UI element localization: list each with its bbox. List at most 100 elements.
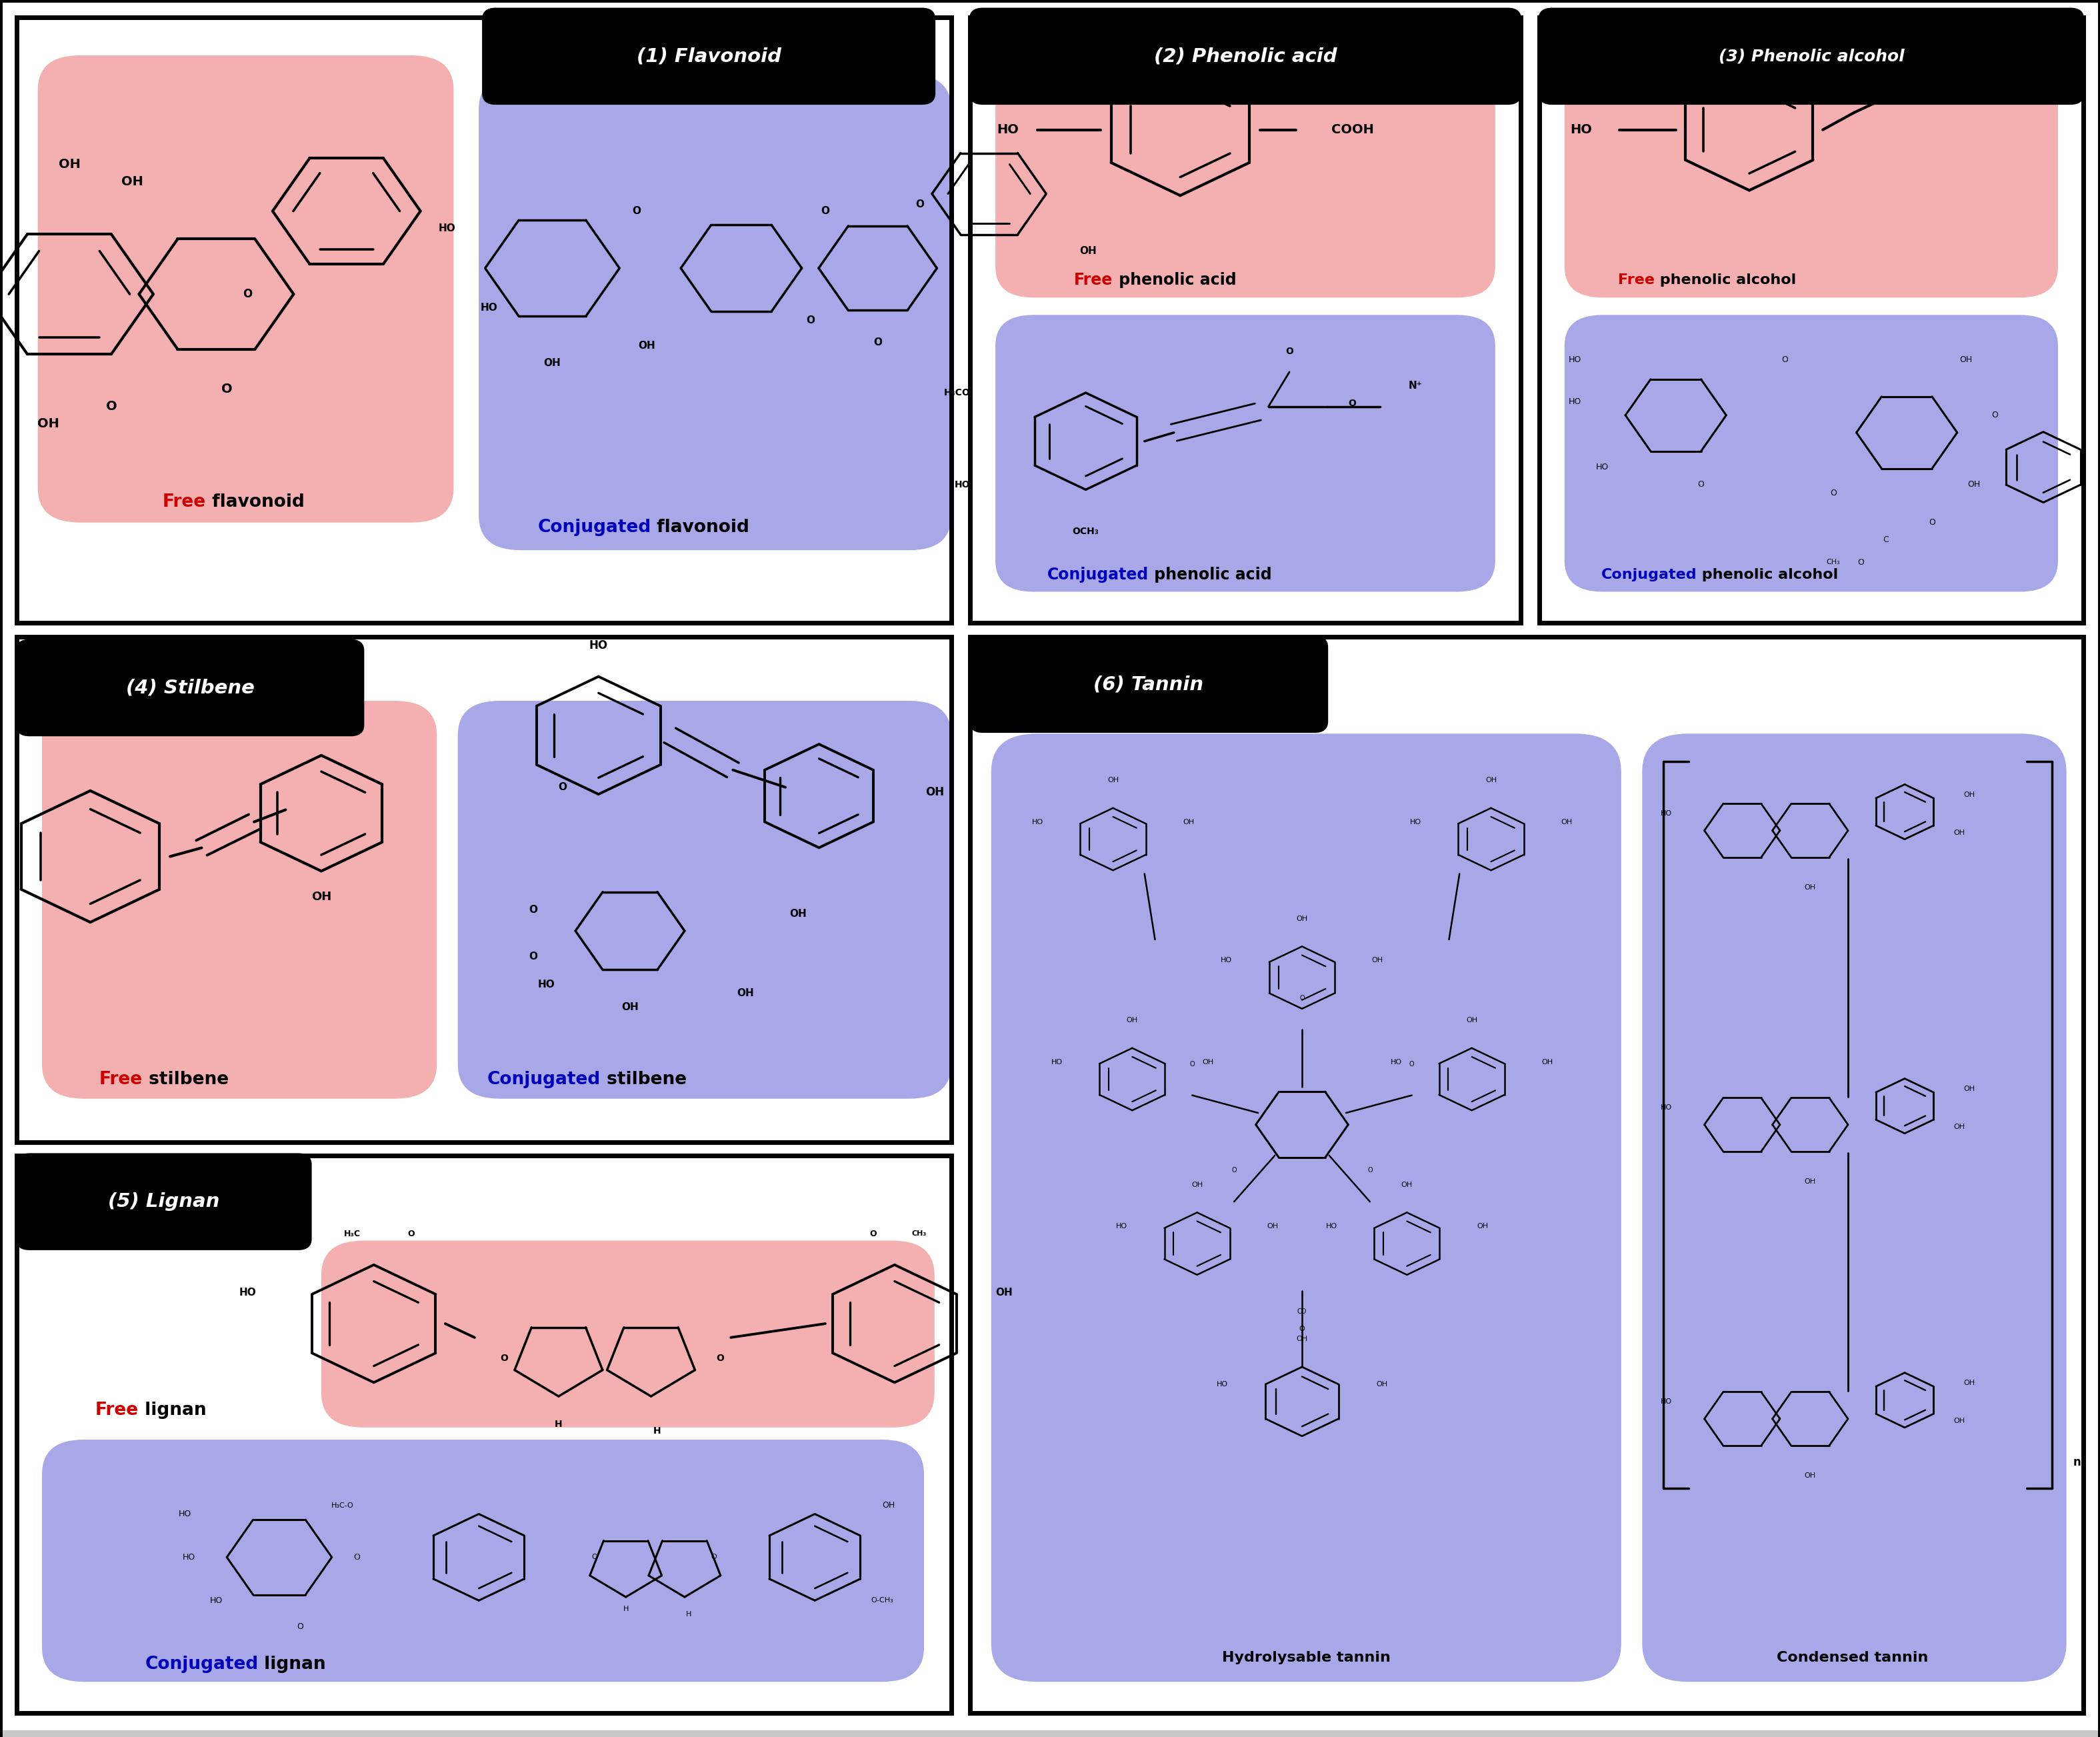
Text: Free: Free xyxy=(162,493,206,511)
Text: O: O xyxy=(1285,347,1294,356)
Text: lignan: lignan xyxy=(139,1402,206,1419)
Text: OH: OH xyxy=(1485,776,1497,783)
Text: HO: HO xyxy=(1569,398,1581,406)
Text: phenolic acid: phenolic acid xyxy=(1149,566,1273,582)
Text: stilbene: stilbene xyxy=(143,1072,229,1089)
Text: OH: OH xyxy=(1968,479,1980,488)
Text: Free: Free xyxy=(99,1072,143,1089)
Bar xyxy=(17,637,951,1141)
Text: O: O xyxy=(296,1622,304,1631)
Text: Conjugated: Conjugated xyxy=(1048,566,1149,582)
Text: flavonoid: flavonoid xyxy=(651,519,750,537)
Text: O: O xyxy=(1991,412,1999,420)
Text: H₃C-O: H₃C-O xyxy=(332,1503,353,1509)
Text: O: O xyxy=(1829,488,1838,497)
Text: O: O xyxy=(716,1353,724,1364)
Text: O: O xyxy=(529,905,538,915)
Text: CH₃: CH₃ xyxy=(911,1230,926,1237)
Text: COOH: COOH xyxy=(1331,123,1373,135)
Text: OH: OH xyxy=(1476,1223,1489,1230)
Text: O: O xyxy=(1367,1167,1373,1174)
Text: OH: OH xyxy=(1964,1086,1976,1093)
Text: HO: HO xyxy=(1569,356,1581,365)
Text: OH: OH xyxy=(1296,915,1308,922)
Bar xyxy=(17,17,951,624)
Text: OH: OH xyxy=(790,908,806,919)
Text: OH: OH xyxy=(1964,790,1976,797)
Text: CH₃: CH₃ xyxy=(1827,559,1840,566)
Text: OH: OH xyxy=(59,158,80,170)
Text: O: O xyxy=(874,337,882,347)
Text: O: O xyxy=(244,288,252,301)
Text: OH: OH xyxy=(1296,1336,1308,1343)
Text: OH: OH xyxy=(1964,1379,1976,1386)
Text: OH: OH xyxy=(122,175,143,188)
Text: HO: HO xyxy=(210,1596,223,1605)
Text: HO: HO xyxy=(1409,818,1422,825)
Text: OH: OH xyxy=(1126,1018,1138,1023)
Text: OH: OH xyxy=(1201,1058,1214,1065)
Bar xyxy=(17,1155,951,1713)
FancyBboxPatch shape xyxy=(483,9,934,104)
Text: OH: OH xyxy=(737,988,754,999)
Text: OH: OH xyxy=(1371,957,1384,964)
Text: HO: HO xyxy=(1031,818,1044,825)
Text: HO: HO xyxy=(1661,809,1672,816)
FancyBboxPatch shape xyxy=(970,9,1520,104)
Text: O: O xyxy=(821,207,830,215)
Text: OH: OH xyxy=(311,723,332,735)
Text: O: O xyxy=(1697,479,1705,488)
Text: HO: HO xyxy=(178,1509,191,1518)
Text: O-CH₃: O-CH₃ xyxy=(872,1596,892,1603)
Text: OH: OH xyxy=(995,1287,1012,1298)
Text: HO: HO xyxy=(1115,1223,1128,1230)
Text: HO: HO xyxy=(1661,1398,1672,1405)
Text: O: O xyxy=(559,782,567,792)
Text: OH: OH xyxy=(638,340,655,351)
Text: Free: Free xyxy=(1619,274,1655,287)
Text: O: O xyxy=(1856,558,1865,566)
Text: OH: OH xyxy=(1191,1181,1203,1188)
Text: OH: OH xyxy=(1376,1381,1388,1388)
FancyBboxPatch shape xyxy=(995,42,1495,297)
FancyBboxPatch shape xyxy=(1564,314,2058,592)
Text: O: O xyxy=(500,1353,508,1364)
Text: Free: Free xyxy=(1075,273,1113,288)
Text: HO: HO xyxy=(590,639,607,651)
Text: HO: HO xyxy=(481,302,498,313)
Text: OH: OH xyxy=(1266,1223,1279,1230)
Text: C: C xyxy=(1884,535,1888,544)
Text: O: O xyxy=(220,382,233,396)
Text: n: n xyxy=(2073,1456,2081,1468)
Text: O: O xyxy=(1409,1061,1415,1068)
Text: H: H xyxy=(554,1419,563,1428)
Text: O: O xyxy=(529,952,538,962)
Bar xyxy=(970,637,2083,1713)
Text: H: H xyxy=(653,1426,662,1435)
Text: OH: OH xyxy=(1953,829,1966,835)
Text: (3) Phenolic alcohol: (3) Phenolic alcohol xyxy=(1718,49,1905,64)
Text: OH: OH xyxy=(1804,1178,1816,1185)
Text: N⁺: N⁺ xyxy=(1409,380,1422,391)
Text: O: O xyxy=(1231,1167,1237,1174)
Text: (1) Flavonoid: (1) Flavonoid xyxy=(636,47,781,66)
Text: O: O xyxy=(1189,1061,1195,1068)
Bar xyxy=(970,17,1520,624)
Text: HO: HO xyxy=(1571,123,1592,135)
FancyBboxPatch shape xyxy=(1564,42,2058,297)
Text: O: O xyxy=(1781,356,1789,365)
Text: (6) Tannin: (6) Tannin xyxy=(1094,676,1203,693)
Text: Hydrolysable tannin: Hydrolysable tannin xyxy=(1222,1652,1390,1664)
Text: O: O xyxy=(632,207,640,215)
Bar xyxy=(1539,17,2083,624)
Text: lignan: lignan xyxy=(258,1655,326,1673)
Text: H: H xyxy=(687,1610,691,1617)
FancyBboxPatch shape xyxy=(458,700,951,1100)
Text: HO: HO xyxy=(1050,1058,1063,1065)
FancyBboxPatch shape xyxy=(1539,9,2083,104)
Text: O: O xyxy=(353,1553,361,1562)
Text: OH: OH xyxy=(1949,57,1970,71)
Text: H₃C: H₃C xyxy=(344,1230,361,1238)
Text: OH: OH xyxy=(622,1002,638,1013)
Text: H: H xyxy=(624,1605,628,1612)
